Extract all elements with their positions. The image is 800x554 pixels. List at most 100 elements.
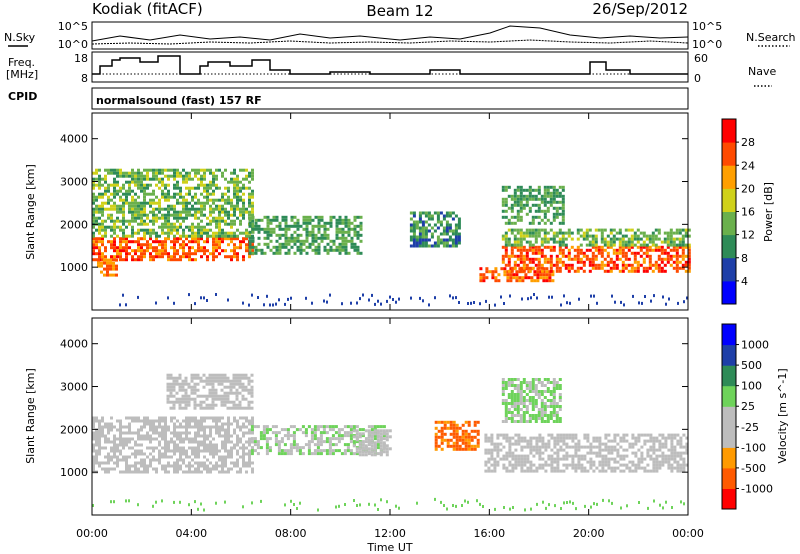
data-cell bbox=[540, 405, 544, 408]
data-cell bbox=[200, 231, 203, 235]
data-cell bbox=[606, 240, 610, 244]
data-cell bbox=[170, 174, 173, 178]
data-cell bbox=[652, 469, 656, 473]
data-cell bbox=[116, 428, 119, 432]
data-cell bbox=[616, 433, 620, 437]
data-cell bbox=[233, 195, 236, 199]
data-cell bbox=[239, 428, 242, 432]
data-cell bbox=[230, 467, 233, 471]
data-cell bbox=[574, 448, 578, 452]
data-cell bbox=[293, 242, 297, 246]
data-cell bbox=[561, 248, 565, 252]
data-cell bbox=[208, 373, 212, 377]
data-cell bbox=[191, 225, 194, 229]
data-cell bbox=[134, 455, 137, 459]
data-cell bbox=[532, 448, 536, 452]
data-cell bbox=[645, 243, 649, 247]
data-cell bbox=[412, 223, 416, 227]
data-cell bbox=[502, 457, 506, 461]
data-cell bbox=[229, 406, 233, 410]
data-cell bbox=[164, 464, 167, 468]
data-cell bbox=[507, 243, 511, 247]
data-cell bbox=[386, 500, 388, 504]
data-cell bbox=[143, 252, 146, 256]
data-cell bbox=[134, 180, 137, 184]
data-cell bbox=[236, 192, 239, 196]
data-cell bbox=[97, 264, 100, 268]
data-cell bbox=[418, 226, 422, 230]
data-cell bbox=[98, 225, 101, 229]
data-cell bbox=[609, 245, 613, 249]
data-cell bbox=[170, 240, 173, 244]
data-cell bbox=[516, 254, 520, 258]
data-cell bbox=[122, 198, 125, 202]
data-cell bbox=[181, 382, 185, 386]
data-cell bbox=[172, 400, 176, 404]
data-cell bbox=[547, 445, 551, 449]
data-cell bbox=[188, 210, 191, 214]
data-cell bbox=[501, 200, 505, 204]
data-cell bbox=[501, 254, 505, 258]
data-cell bbox=[374, 302, 376, 306]
data-cell bbox=[449, 444, 453, 448]
data-cell bbox=[319, 437, 323, 441]
data-cell bbox=[568, 436, 572, 440]
data-cell bbox=[531, 417, 535, 420]
data-cell bbox=[555, 191, 559, 195]
data-cell bbox=[113, 228, 116, 232]
data-cell bbox=[203, 174, 206, 178]
data-cell bbox=[218, 186, 221, 190]
data-cell bbox=[385, 447, 389, 451]
data-cell bbox=[621, 248, 625, 252]
data-cell bbox=[658, 466, 662, 470]
data-cell bbox=[122, 458, 125, 462]
data-cell bbox=[659, 503, 661, 507]
data-cell bbox=[504, 254, 508, 258]
data-cell bbox=[161, 434, 164, 438]
data-cell bbox=[644, 295, 646, 298]
freq-label: Freq. bbox=[8, 56, 35, 69]
data-cell bbox=[227, 198, 230, 202]
data-cell bbox=[421, 244, 425, 248]
data-cell bbox=[200, 246, 203, 250]
data-cell bbox=[335, 218, 339, 222]
data-cell bbox=[152, 431, 155, 435]
data-cell bbox=[514, 460, 518, 464]
data-cell bbox=[169, 373, 173, 377]
data-cell bbox=[212, 425, 215, 429]
data-cell bbox=[652, 463, 656, 467]
data-cell bbox=[648, 240, 652, 244]
data-cell bbox=[203, 246, 206, 250]
data-cell bbox=[367, 438, 371, 442]
data-cell bbox=[484, 433, 488, 437]
data-cell bbox=[630, 228, 634, 232]
data-cell bbox=[236, 258, 239, 262]
colorbar-segment bbox=[722, 385, 736, 407]
data-cell bbox=[559, 445, 563, 449]
data-cell bbox=[119, 186, 122, 190]
data-cell bbox=[388, 435, 392, 439]
data-cell bbox=[164, 449, 167, 453]
data-cell bbox=[116, 252, 119, 256]
data-cell bbox=[233, 431, 236, 435]
data-cell bbox=[197, 186, 200, 190]
data-cell bbox=[516, 240, 520, 244]
data-cell bbox=[125, 180, 128, 184]
data-cell bbox=[167, 449, 170, 453]
data-cell bbox=[251, 219, 254, 223]
data-cell bbox=[513, 228, 517, 232]
data-cell bbox=[439, 223, 443, 227]
data-cell bbox=[131, 431, 134, 435]
data-cell bbox=[507, 257, 511, 261]
data-cell bbox=[226, 406, 230, 410]
data-cell bbox=[646, 451, 650, 455]
data-cell bbox=[113, 186, 116, 190]
data-cell bbox=[609, 260, 613, 264]
data-cell bbox=[278, 227, 282, 231]
data-cell bbox=[535, 448, 539, 452]
data-cell bbox=[176, 192, 179, 196]
data-cell bbox=[206, 186, 209, 190]
data-cell bbox=[280, 428, 284, 432]
data-cell bbox=[541, 439, 545, 443]
data-cell bbox=[182, 425, 185, 429]
